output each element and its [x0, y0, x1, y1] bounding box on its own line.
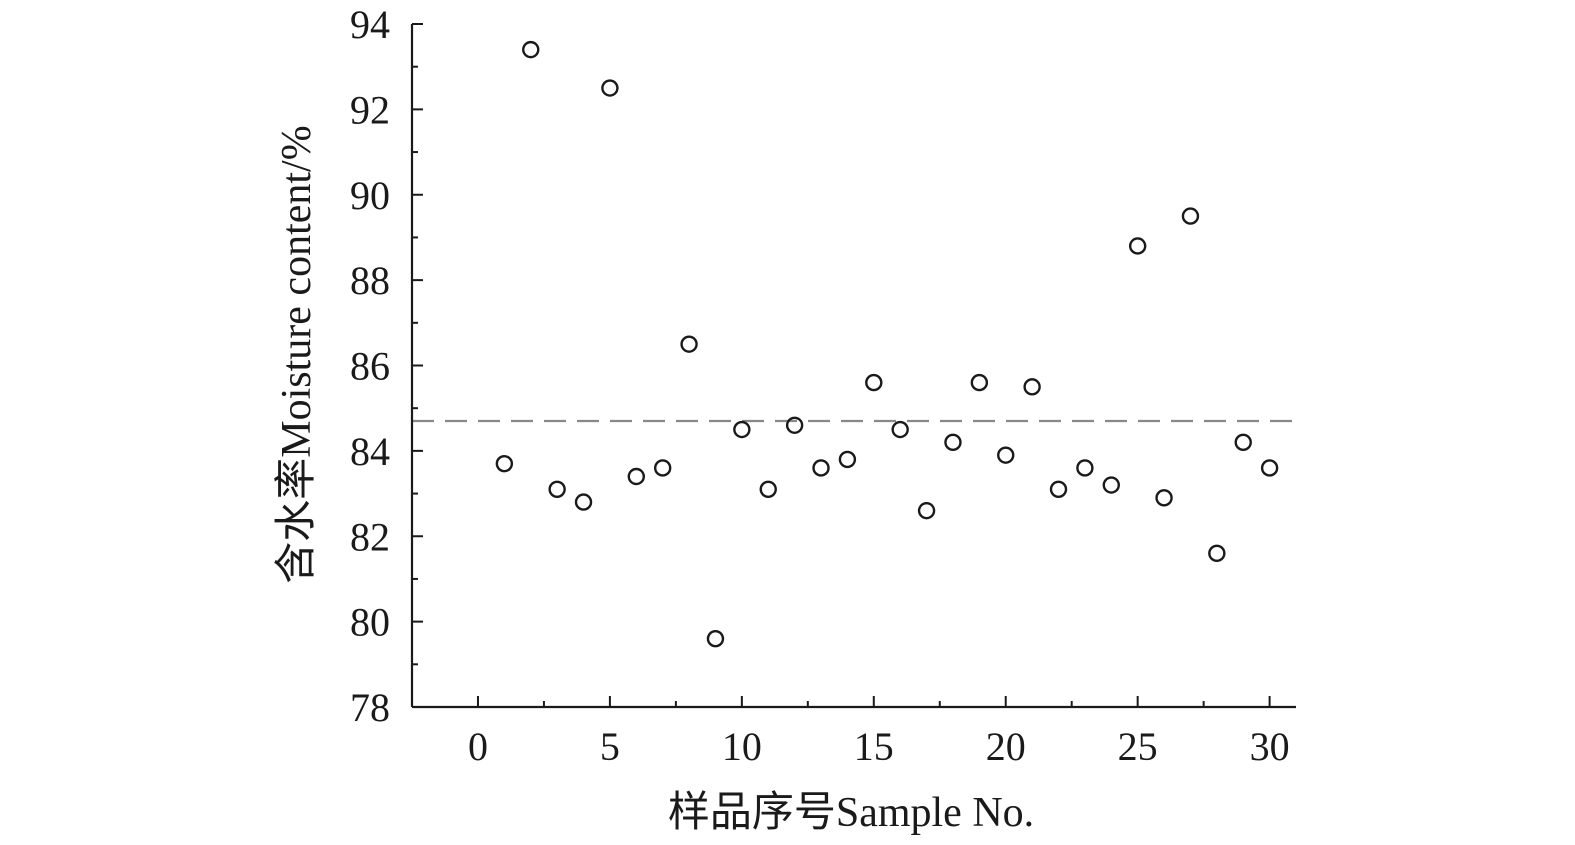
data-point	[944, 433, 962, 452]
x-tick-label: 15	[854, 724, 894, 769]
x-tick-label: 10	[722, 724, 762, 769]
data-point	[1023, 378, 1041, 396]
x-tick-label: 20	[986, 724, 1026, 769]
data-point	[495, 454, 514, 473]
y-tick-label: 82	[350, 514, 390, 559]
data-point	[733, 420, 751, 439]
data-point	[1155, 489, 1173, 507]
data-point	[891, 420, 909, 439]
data-point	[1260, 459, 1279, 477]
y-tick-label: 88	[350, 258, 390, 303]
data-point	[1208, 544, 1226, 563]
x-axis-title: 样品序号Sample No.	[668, 790, 1034, 836]
data-point	[838, 450, 857, 469]
data-point	[522, 40, 540, 59]
plot-area	[412, 40, 1296, 648]
data-point	[1234, 433, 1252, 452]
data-point	[706, 630, 725, 648]
y-tick-label: 78	[350, 685, 390, 730]
y-tick-label: 90	[350, 173, 390, 218]
data-point	[1181, 207, 1200, 225]
data-point	[865, 373, 883, 392]
data-point	[785, 416, 804, 434]
axes: 78 80 82 84 86 88 90 92 94 0 5 10 15 20 25 30	[350, 2, 1296, 769]
y-axis-title: 含水率Moisture content/%	[273, 125, 320, 583]
y-tick-label: 92	[350, 87, 390, 132]
x-tick-label: 0	[468, 724, 488, 769]
data-point	[1049, 480, 1068, 498]
x-tick-label: 25	[1118, 724, 1158, 769]
data-point	[759, 480, 777, 498]
y-tick-label: 84	[350, 429, 390, 474]
y-tick-label: 86	[350, 344, 390, 389]
x-tick-label: 5	[600, 724, 620, 769]
data-point	[627, 467, 645, 486]
data-point	[680, 335, 698, 353]
data-point	[917, 501, 936, 520]
data-point	[548, 480, 566, 498]
data-point	[997, 446, 1015, 464]
data-point	[1102, 476, 1120, 494]
data-point	[970, 373, 989, 392]
y-tick-label: 80	[350, 600, 390, 645]
y-tick-label: 94	[350, 2, 390, 47]
data-point	[653, 459, 672, 477]
x-tick-label: 30	[1250, 724, 1290, 769]
data-point	[601, 79, 619, 97]
data-point	[574, 493, 593, 511]
data-point	[1076, 459, 1094, 477]
data-point	[812, 459, 830, 477]
data-point	[1128, 237, 1147, 255]
